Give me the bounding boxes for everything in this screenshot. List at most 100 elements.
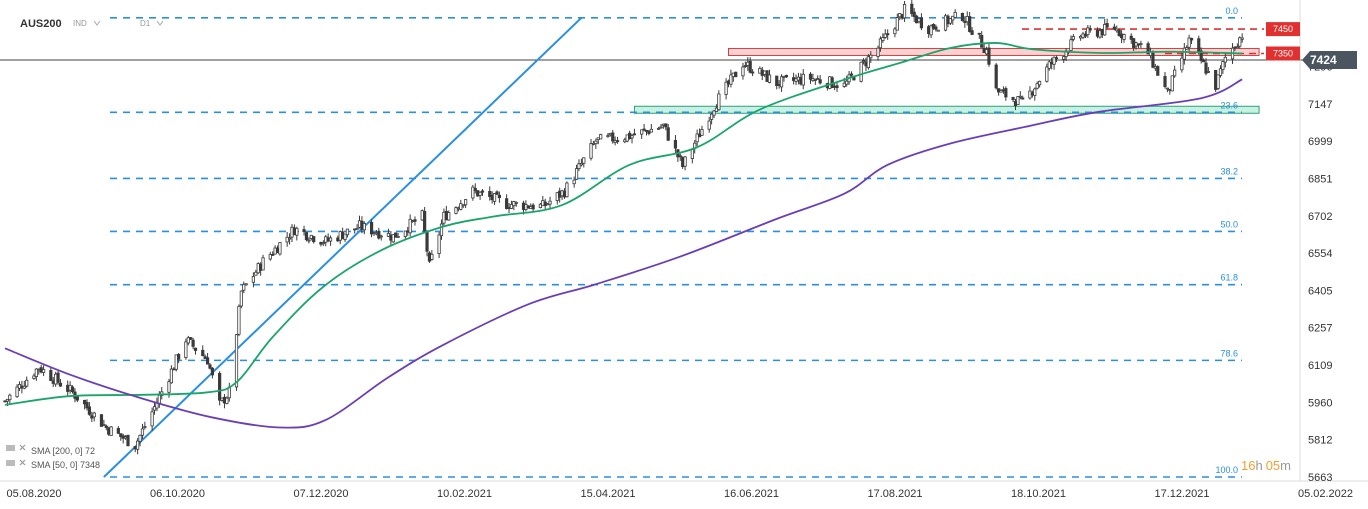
sma200-line[interactable]: [4, 78, 1243, 429]
candle-down: [1156, 66, 1160, 76]
symbol-tag: IND: [73, 19, 87, 28]
candle-down: [886, 33, 890, 36]
indicator-legend: SMA [200, 0] 72 SMA [50, 0] 7348: [6, 444, 100, 470]
candle-up: [102, 424, 106, 426]
candle-up: [929, 25, 933, 36]
candle-down: [49, 370, 53, 381]
x-tick-label: 18.10.2021: [1011, 488, 1066, 500]
candle-up: [251, 276, 256, 283]
candle-down: [615, 140, 620, 142]
candle-up: [509, 204, 514, 209]
legend-item-sma50[interactable]: SMA [50, 0] 7348: [6, 459, 100, 470]
sma-layer: [4, 42, 1243, 429]
candle-up: [861, 60, 866, 63]
candle-up: [816, 78, 820, 80]
candle-up: [295, 227, 299, 236]
candle-down: [987, 47, 991, 65]
candle-down: [210, 367, 215, 376]
candle-up: [278, 242, 282, 255]
candle-down: [960, 12, 965, 22]
resistance-zone[interactable]: [727, 47, 1260, 56]
candle-down: [58, 382, 63, 387]
candle-up: [225, 397, 229, 404]
candle-down: [189, 337, 193, 340]
chevron-down-icon[interactable]: [156, 20, 164, 26]
candle-up: [321, 242, 325, 245]
chevron-down-icon[interactable]: [93, 20, 101, 26]
resistance-tag-label: 7350: [1273, 48, 1293, 58]
candle-down: [413, 219, 417, 222]
y-tick-label: 6851: [1308, 173, 1332, 185]
candle-down: [1054, 57, 1059, 60]
candle-up: [1170, 75, 1174, 92]
candle-up: [630, 135, 634, 139]
fib-level-label: 50.0: [1220, 219, 1238, 229]
candle-down: [304, 232, 309, 241]
candle-up: [25, 379, 29, 387]
candle-up: [572, 179, 576, 185]
candle-up: [767, 74, 772, 83]
close-icon[interactable]: [19, 459, 26, 466]
close-icon[interactable]: [19, 444, 26, 451]
candle-down: [218, 372, 222, 401]
candle-down: [87, 406, 92, 415]
candle-up: [1045, 66, 1049, 82]
candle-down: [473, 187, 477, 191]
candle-down: [1189, 37, 1194, 41]
x-tick-label: 15.04.2021: [580, 488, 635, 500]
candle-up: [548, 200, 552, 205]
candle-up: [866, 56, 870, 69]
candle-down: [205, 357, 210, 365]
candle-down: [1163, 75, 1167, 87]
y-tick-label: 6554: [1308, 248, 1332, 260]
time-axis: 05.08.2020 06.10.2020 07.12.2020 10.02.2021…: [6, 488, 1353, 500]
candle-down: [934, 26, 938, 30]
candle-up: [1223, 56, 1227, 63]
candles-layer: [3, 0, 1244, 455]
candle-down: [1129, 35, 1133, 40]
candle-down: [849, 73, 854, 76]
candle-down: [642, 128, 646, 131]
price-axis: 7296714769996851670265546405625761095960…: [1308, 62, 1332, 484]
candle-down: [977, 32, 981, 35]
candle-down: [193, 347, 198, 351]
candle-down: [208, 364, 212, 369]
candle-down: [82, 399, 87, 405]
list-icon: [6, 460, 15, 466]
candle-up: [430, 253, 434, 260]
candle-up: [1165, 87, 1170, 90]
candle-down: [748, 60, 752, 73]
candle-up: [1238, 37, 1242, 47]
legend-item-sma200[interactable]: SMA [200, 0] 72: [6, 444, 95, 456]
support-zone[interactable]: [633, 105, 1260, 114]
candle-up: [589, 143, 593, 159]
fib-level-label: 61.8: [1220, 273, 1238, 283]
zones-layer: [633, 47, 1260, 114]
candle-up: [700, 129, 704, 136]
candle-up: [437, 234, 441, 254]
x-tick-label: 10.02.2021: [437, 488, 492, 500]
candle-down: [1204, 62, 1208, 74]
y-tick-label: 6405: [1308, 286, 1332, 298]
candle-up: [577, 163, 581, 169]
candle-down: [818, 79, 822, 84]
candle-up: [355, 227, 359, 230]
x-tick-label: 06.10.2020: [150, 488, 205, 500]
candle-down: [980, 35, 984, 48]
candle-up: [478, 191, 482, 196]
timeframe-label[interactable]: D1: [140, 19, 151, 28]
fibonacci-layer: 0.0 23.6 38.2 50.0 61.8 78.6 100.0: [110, 6, 1242, 478]
y-tick-label: 7147: [1308, 99, 1332, 111]
trendline[interactable]: [103, 17, 583, 478]
sma50-line[interactable]: [4, 42, 1243, 406]
y-tick-label: 6257: [1308, 323, 1332, 335]
candle-up: [186, 337, 190, 344]
candle-up: [1216, 74, 1220, 89]
candle-up: [1035, 83, 1039, 89]
candle-up: [22, 385, 26, 389]
candle-up: [254, 271, 258, 276]
legend-label-sma200: SMA [200, 0] 72: [31, 446, 95, 456]
candle-down: [919, 17, 924, 29]
candle-down: [910, 3, 914, 15]
